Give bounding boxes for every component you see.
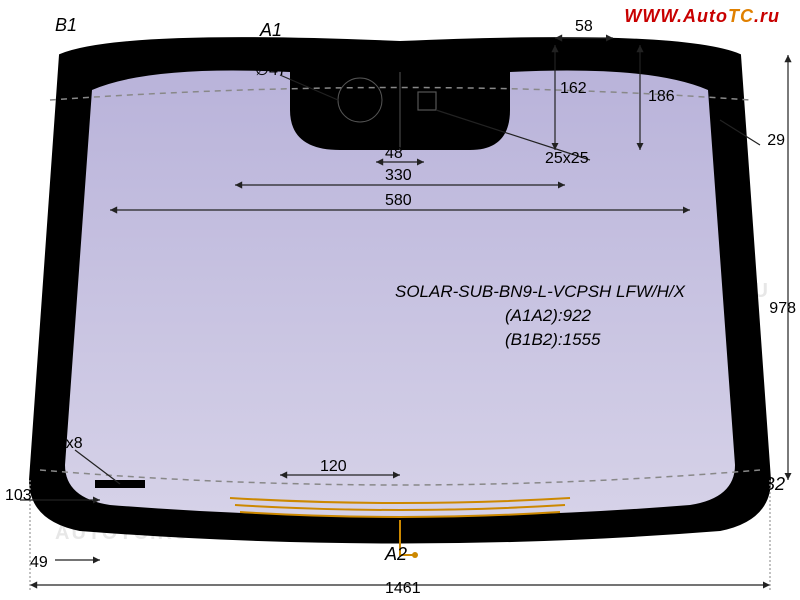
corner-b2: B2 <box>763 474 785 495</box>
dim-103: 103 <box>5 487 32 505</box>
product-block: SOLAR-SUB-BN9-L-VCPSH LFW/H/X (A1A2):922… <box>395 280 685 351</box>
product-a-measure: (A1A2):922 <box>395 304 685 328</box>
dim-580: 580 <box>385 192 412 210</box>
product-b-measure: (B1B2):1555 <box>395 328 685 352</box>
wire-end <box>412 552 418 558</box>
dim-1461: 1461 <box>385 580 421 598</box>
dim-73x8: 73x8 <box>48 435 83 453</box>
dim-186: 186 <box>648 88 675 106</box>
sensor-dot <box>354 94 366 106</box>
corner-a2: A2 <box>385 544 407 565</box>
dim-58: 58 <box>575 18 593 36</box>
dim-25x25: 25x25 <box>545 150 589 168</box>
dim-120: 120 <box>320 458 347 476</box>
dim-49: 49 <box>30 554 48 572</box>
dim-29: 29 <box>767 132 785 150</box>
dim-162: 162 <box>560 80 587 98</box>
corner-a1: A1 <box>260 20 282 41</box>
product-code: SOLAR-SUB-BN9-L-VCPSH LFW/H/X <box>395 280 685 304</box>
corner-b1: B1 <box>55 15 77 36</box>
dim-d47: ∅47 <box>255 60 287 80</box>
dim-330: 330 <box>385 167 412 185</box>
dim-978: 978 <box>769 300 796 318</box>
dim-48: 48 <box>385 145 403 163</box>
